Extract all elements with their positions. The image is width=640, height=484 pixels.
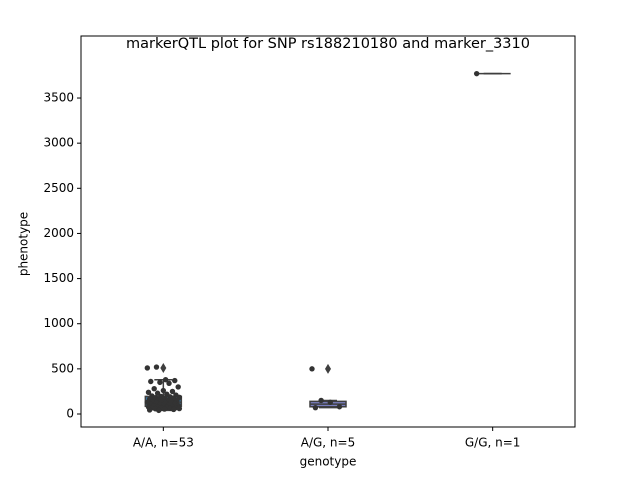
y-axis-label: phenotype bbox=[17, 212, 31, 276]
point bbox=[153, 364, 160, 370]
x-tick-label: G/G, n=1 bbox=[465, 436, 521, 450]
y-tick-label: 500 bbox=[51, 361, 74, 375]
point bbox=[175, 384, 181, 390]
point bbox=[157, 379, 163, 386]
y-tick-label: 1000 bbox=[43, 316, 74, 330]
x-tick-label: A/G, n=5 bbox=[301, 436, 355, 450]
y-tick-label: 0 bbox=[66, 406, 74, 420]
point bbox=[327, 399, 333, 405]
point bbox=[172, 377, 178, 384]
point bbox=[148, 378, 154, 385]
point bbox=[145, 389, 152, 396]
point bbox=[154, 390, 161, 396]
point bbox=[170, 406, 177, 413]
point bbox=[169, 388, 176, 395]
x-axis-label: genotype bbox=[300, 455, 357, 469]
point bbox=[166, 380, 172, 387]
point bbox=[162, 376, 169, 383]
y-tick-label: 1500 bbox=[43, 271, 74, 285]
point bbox=[473, 70, 480, 77]
outlier bbox=[325, 363, 331, 374]
point bbox=[151, 386, 157, 392]
point bbox=[336, 404, 343, 410]
point bbox=[146, 407, 153, 413]
y-tick-label: 3000 bbox=[43, 136, 74, 150]
chart-title: markerQTL plot for SNP rs188210180 and m… bbox=[126, 36, 530, 52]
y-tick-label: 2000 bbox=[43, 226, 74, 240]
y-tick-label: 3500 bbox=[43, 91, 74, 105]
point bbox=[156, 407, 162, 414]
x-tick-label: A/A, n=53 bbox=[133, 436, 194, 450]
point bbox=[144, 365, 151, 371]
point bbox=[312, 404, 319, 411]
outlier bbox=[160, 362, 167, 373]
y-tick-label: 2500 bbox=[43, 181, 74, 195]
point bbox=[318, 397, 324, 404]
point bbox=[161, 406, 168, 412]
point bbox=[309, 366, 315, 372]
point bbox=[176, 405, 183, 412]
point bbox=[160, 387, 167, 394]
